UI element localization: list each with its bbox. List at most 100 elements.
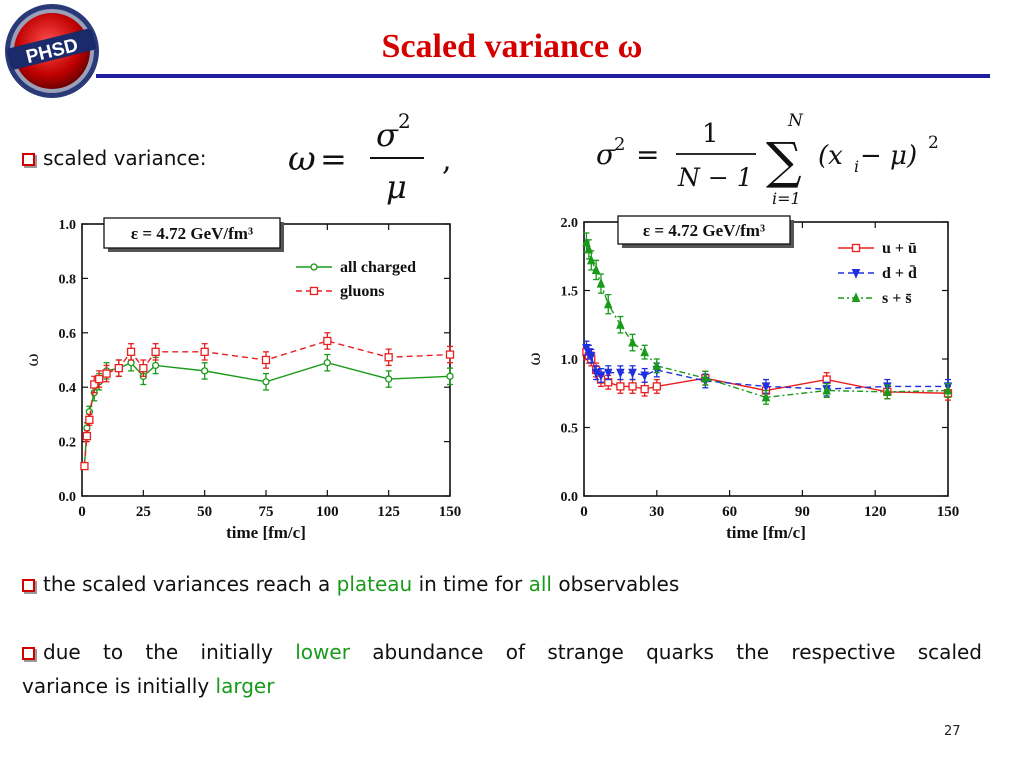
page-number: 27 [944,724,961,739]
x-tick-label: 30 [649,504,664,520]
legend-marker [851,292,861,302]
data-point [446,372,454,380]
phsd-logo: PHSD [5,4,99,98]
bullet-text-part3: observables [551,572,680,596]
sigma-formula: σ 2 = 1 N − 1 N ∑ i=1 (x i − μ) 2 [596,111,939,208]
series-2 [582,232,953,405]
annotation-text: ε = 4.72 GeV/fm³ [131,224,253,243]
highlight-all: all [528,572,552,596]
x-tick-label: 90 [795,504,810,520]
x-tick-label: 50 [197,504,212,520]
data-point [261,355,271,365]
data-point [385,375,393,383]
legend-label: s + s̄ [882,290,912,307]
data-point [384,353,393,362]
legend-marker [310,263,318,271]
data-point [151,361,160,370]
x-tick-label: 25 [136,504,151,520]
bullet-strange-quarks-line1: due to the initially lower abundance of … [22,640,982,664]
data-point [262,378,270,386]
sum-term-exponent: 2 [928,133,939,153]
legend-label: all charged [340,259,416,276]
data-point [628,336,637,347]
y-tick-label: 2.0 [561,216,579,231]
data-point [616,319,625,329]
svg-text:,: , [442,143,452,178]
data-point [640,346,649,357]
sigma-denominator: N − 1 [677,163,753,192]
sum-lower-limit: i=1 [772,189,801,208]
data-point [591,264,601,274]
sum-term-rest: − μ) [860,141,917,171]
legend-marker [851,269,861,279]
data-point [85,415,94,424]
data-point [652,360,662,370]
data-point [445,350,455,359]
chart-quarks: 0 30 60 90 120 150 0.0 0.5 1.0 1.5 2.0 time [fm/c] ω… [525,215,959,542]
x-tick-label: 0 [580,504,588,520]
svg-text:=: = [636,138,659,171]
x-tick-label: 100 [316,504,339,520]
data-point [126,347,136,356]
plot-frame [583,221,949,497]
data-point [201,367,209,375]
svg-text:=: = [320,140,347,178]
highlight-lower: lower [295,640,350,664]
omega-numerator: σ [376,116,399,154]
sigma-symbol: σ [596,138,616,171]
data-point [151,347,160,356]
data-point [628,368,637,379]
sum-term-subscript: i [854,157,859,176]
omega-symbol: ω [288,139,316,179]
legend-marker [309,286,319,296]
bullet-plateau: the scaled variances reach a plateau in … [22,572,679,596]
bullet-strange-quarks-line2: variance is initially larger [22,674,274,698]
highlight-plateau: plateau [336,572,413,596]
omega-denominator: μ [386,168,407,206]
y-tick-label: 1.0 [59,218,77,233]
x-tick-label: 125 [377,504,400,520]
y-axis-label: ω [525,352,544,365]
data-point [323,336,332,346]
data-point [943,384,953,395]
series-1 [582,340,953,397]
x-axis-label: time [fm/c] [226,523,306,542]
chart-gluons-charged: 0 25 50 75 100 125 150 0.0 0.2 0.4 0.6 0.8 1.0 time [… [23,217,461,542]
svg-text:∑: ∑ [766,132,802,190]
y-tick-label: 0.2 [59,436,77,451]
y-tick-label: 0.8 [59,272,77,287]
data-point [616,382,625,391]
sum-term: (x [818,141,843,171]
data-point [80,461,89,471]
data-point [596,371,606,382]
series-line [585,242,949,399]
data-point [604,298,613,309]
data-point [822,384,831,395]
data-point [640,384,649,394]
data-point [883,386,892,396]
data-point [114,364,123,373]
bullet-square-icon [22,579,35,592]
x-tick-label: 75 [259,504,274,520]
data-point [761,382,771,393]
data-point [587,254,596,265]
legend-label: u + ū [882,240,917,257]
data-point [701,372,710,383]
annotation-text: ε = 4.72 GeV/fm³ [643,221,765,240]
y-tick-label: 0.6 [59,327,77,342]
bullet-text: scaled variance: [43,146,207,170]
x-tick-label: 0 [78,504,86,520]
omega-numerator-exponent: 2 [398,109,411,133]
data-point [628,382,637,391]
y-tick-label: 0.5 [561,422,579,437]
data-point [200,347,209,356]
legend-marker [851,243,861,253]
data-point [95,374,104,384]
bullet-text-part2: in time for [412,572,529,596]
title-divider [96,74,990,78]
bullet-text-part3: variance is initially [22,674,216,698]
x-tick-label: 120 [864,504,887,520]
bullet-square-icon [22,647,35,660]
sum-upper-limit: N [787,111,804,131]
y-axis-label: ω [23,353,42,366]
